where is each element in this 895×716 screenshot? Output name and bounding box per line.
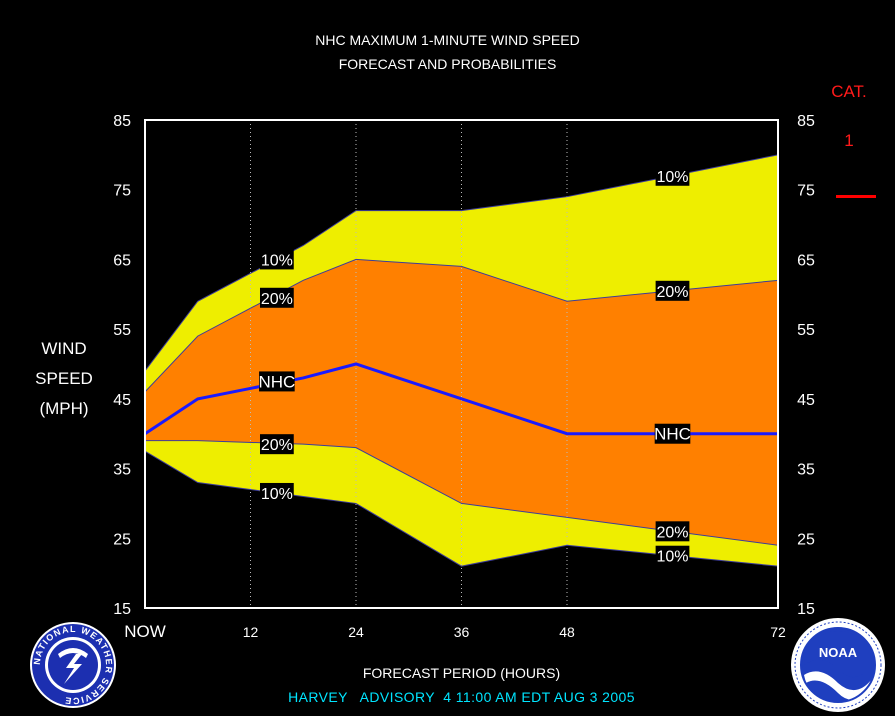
series-label-7: NHC [654,425,691,444]
series-label-3: 20% [261,437,293,454]
y-tick-right-75: 75 [797,183,815,200]
series-label-1: 20% [261,291,293,308]
series-label-box-9 [655,545,690,566]
y-tick-right-25: 25 [797,531,815,548]
y-tick-left-25: 25 [113,531,131,548]
x-tick-72: 72 [770,624,786,640]
series-label-box-2 [259,371,295,392]
series-label-box-4 [259,482,294,503]
band-20-20 [145,259,778,546]
series-label-box-8 [655,521,690,542]
chart-title: NHC MAXIMUM 1-MINUTE WIND SPEED [315,32,580,48]
series-label-box-6 [655,280,690,301]
y-tick-right-15: 15 [797,601,815,618]
series-line-nhc [144,362,778,436]
series-line-0 [144,154,779,372]
category-label: CAT. [831,82,867,101]
series-label-0: 10% [261,252,293,269]
series-label-box-3 [259,434,294,455]
series-label-2: NHC [258,372,295,391]
y-tick-left-75: 75 [113,183,131,200]
series-line-3 [145,440,779,546]
series-label-6: 20% [656,284,688,301]
y-tick-left-65: 65 [113,252,131,269]
x-axis-label: FORECAST PERIOD (HOURS) [362,665,561,681]
band-upper-10-20 [145,154,778,392]
y-tick-right-85: 85 [797,113,815,130]
x-tick-36: 36 [454,624,470,640]
x-tick-now: NOW [124,622,166,641]
noaa-logo: NOAA [791,618,885,712]
series-label-box-7 [654,423,691,444]
series-label-9: 10% [656,549,688,566]
x-tick-24: 24 [348,624,364,640]
y-tick-right-35: 35 [797,462,815,479]
y-axis-label-line2: SPEED [35,369,93,388]
svg-text:NOAA: NOAA [819,645,858,660]
advisory-line: HARVEY ADVISORY 4 11:00 AM EDT AUG 3 200… [288,689,635,705]
x-tick-12: 12 [243,624,259,640]
y-axis-label-line1: WIND [41,339,87,358]
series-label-box-0 [259,249,294,270]
y-tick-left-85: 85 [113,113,131,130]
x-tick-48: 48 [559,624,575,640]
plot-frame [144,119,779,609]
y-tick-left-55: 55 [113,322,131,339]
chart-subtitle: FORECAST AND PROBABILITIES [338,56,557,72]
y-tick-left-35: 35 [113,462,131,479]
y-tick-right-45: 45 [797,392,815,409]
series-line-4 [144,450,779,567]
nws-logo: NATIONAL WEATHER SERVICE [30,622,116,708]
series-label-4: 10% [261,486,293,503]
y-axis-label-line3: (MPH) [39,399,89,418]
series-label-box-1 [259,287,294,308]
series-label-box-5 [655,165,690,186]
category-value: 1 [844,131,854,150]
series-line-1 [144,258,779,393]
y-tick-right-65: 65 [797,252,815,269]
category-marker-line [836,195,876,198]
series-label-8: 20% [656,524,688,541]
y-tick-left-45: 45 [113,392,131,409]
y-tick-left-15: 15 [113,601,131,618]
series-label-5: 10% [656,169,688,186]
y-tick-right-55: 55 [797,322,815,339]
